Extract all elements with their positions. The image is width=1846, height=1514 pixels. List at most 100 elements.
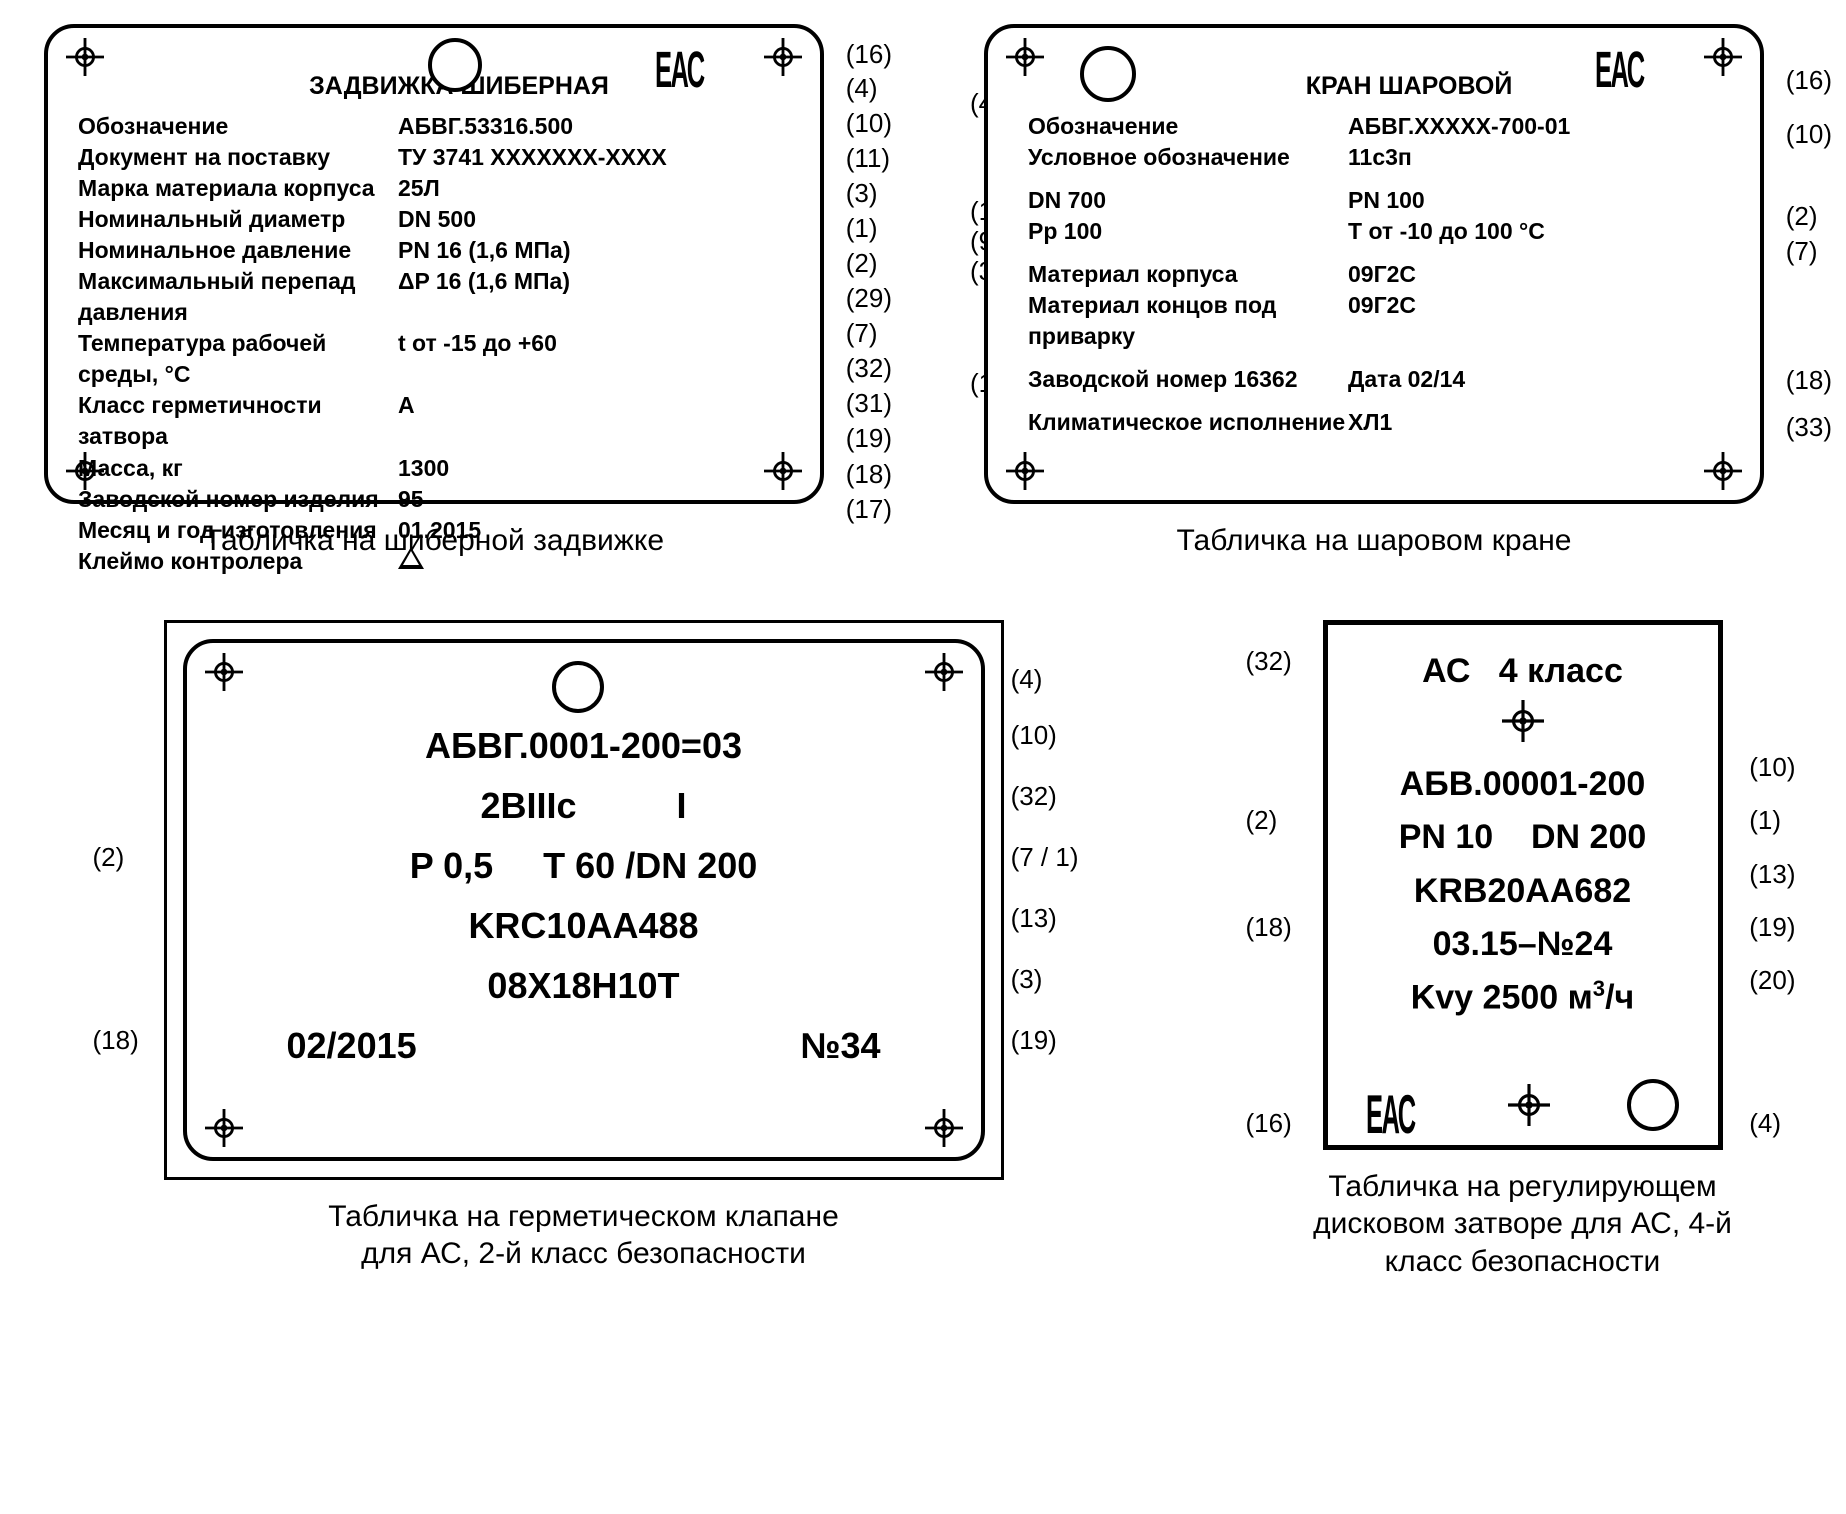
callout [1246,688,1292,741]
plate-3-wrap: АБВГ.0001-200=032BIIIc IP 0,5T 60 /DN 20… [164,620,1004,1273]
plate-3-outer: АБВГ.0001-200=032BIIIc IP 0,5T 60 /DN 20… [164,620,1004,1180]
spec-label: Номинальный диаметр [78,204,398,235]
spec-row: Документ на поставкуТУ 3741 ХХХХХХХ-ХХХХ [78,142,790,173]
spec-row: Заводской номер 16362Дата 02/14 [1028,364,1730,395]
callout [1786,316,1832,351]
spec-value: DN 500 [398,204,476,235]
spec-row: Масса, кг1300 [78,453,790,484]
spec-row: Максимальный перепад давленияΔP 16 (1,6 … [78,266,790,328]
callout: (7) [1786,234,1832,269]
plate-line: P 0,5T 60 /DN 200 [227,839,941,893]
spec-row: Материал корпуса09Г2С [1028,259,1730,290]
plate-4-wrap: АС 4 классАБВ.00001-200PN 10 DN 200KRB20… [1303,620,1743,1281]
target-icon [925,653,963,691]
spec-value: ΔP 16 (1,6 МПа) [398,266,570,328]
callout [93,705,139,766]
callout [1246,848,1292,901]
callout-column: (4)(10)(32)(7 / 1)(13)(3)(19) [1011,653,1079,1072]
callout: (19) [1011,1010,1079,1071]
callout [1246,954,1292,1007]
target-icon [1704,452,1742,490]
spec-row: Месяц и год изготовления01.2015 [78,515,790,546]
spec-row: Клеймо контролера [78,546,790,577]
spec-label: Условное обозначение [1028,142,1348,173]
callout: (10) [1011,705,1079,766]
spec-row: Заводской номер изделия95 [78,484,790,515]
plate-3-caption: Табличка на герметическом клапане для АС… [304,1198,864,1273]
callout: (19) [846,421,892,456]
callout: (2) [846,246,892,281]
plate-line: Kvy 2500 м3/ч [1342,973,1704,1023]
callout: (3) [1011,949,1079,1010]
spec-value: PN 16 (1,6 МПа) [398,235,570,266]
target-icon [205,653,243,691]
target-icon [764,38,802,76]
spec-row: Pp 100Т от -10 до 100 °С [1028,216,1730,247]
spec-value: 01.2015 [398,515,481,546]
callout [93,888,139,949]
circle-icon [1080,46,1136,102]
target-icon [1006,38,1044,76]
callout: (13) [1011,888,1079,949]
spec-value: ХЛ1 [1348,407,1392,438]
callout: (33) [1786,410,1832,445]
callout: (7) [846,316,892,351]
plate-4: АС 4 классАБВ.00001-200PN 10 DN 200KRB20… [1323,620,1723,1150]
spec-row: Материал концов под приварку09Г2С [1028,290,1730,352]
callout: (3) [846,176,892,211]
callout: (7 / 1) [1011,827,1079,888]
spec-value [398,546,424,577]
plate-line [1342,700,1704,756]
callout: (4) [846,72,892,106]
callout: (1) [1749,794,1795,847]
plate-2-wrap: ЕАС КРАН ШАРОВОЙ ОбозначениеАБВГ.ХХХХХ-7… [984,24,1764,560]
spec-label: Максимальный перепад давления [78,266,398,328]
spec-value: t от -15 до +60 [398,328,557,390]
target-icon [1508,1084,1550,1126]
plate-1-wrap: ЕАС ЗАДВИЖКА ШИБЕРНАЯ ОбозначениеАБВГ.53… [44,24,824,560]
spec-value: Pp 100 [1028,216,1348,247]
spec-value: 95 [398,484,424,515]
callout: (29) [846,281,892,316]
spec-row: Номинальный диаметрDN 500 [78,204,790,235]
spec-label: Месяц и год изготовления [78,515,398,546]
target-icon [205,1109,243,1147]
spec-value: PN 100 [1348,185,1425,216]
spec-label: Обозначение [78,111,398,142]
spec-value: А [398,390,415,452]
callout: (31) [846,386,892,421]
spec-row: Марка материала корпуса25Л [78,173,790,204]
callout: (1) [846,211,892,246]
callout: (32) [846,351,892,386]
triangle-icon [398,547,424,569]
callout-column: (16)(4)(10)(11)(3)(1)(2)(29)(7)(32)(31)(… [846,38,892,527]
spec-row: Температура рабочей среды, °Сt от -15 до… [78,328,790,390]
circle-icon [428,38,482,92]
callout: (10) [846,106,892,141]
spec-label: Клеймо контролера [78,546,398,577]
plate-line: PN 10 DN 200 [1342,813,1704,862]
callout [1786,152,1832,187]
callout: (13) [1749,848,1795,901]
plate-1: ЕАС ЗАДВИЖКА ШИБЕРНАЯ ОбозначениеАБВГ.53… [44,24,824,504]
spec-row: Номинальное давлениеPN 16 (1,6 МПа) [78,235,790,266]
callout: (18) [846,457,892,492]
target-icon [66,38,104,76]
spec-row: ОбозначениеАБВГ.53316.500 [78,111,790,142]
callout-column: (2) (18) [93,653,139,1072]
spec-label: Материал корпуса [1028,259,1348,290]
spec-value: АБВГ.ХХХХХ-700-01 [1348,111,1570,142]
callout: (18) [93,1010,139,1071]
plate-line: 02/2015№34 [227,1019,941,1073]
plate-line: 08Х18Н10Т [227,959,941,1013]
target-icon [1704,38,1742,76]
target-icon [1006,452,1044,490]
plate-3: АБВГ.0001-200=032BIIIc IP 0,5T 60 /DN 20… [183,639,985,1161]
callout-column: (32) (2) (18) (16) [1246,635,1292,1165]
callout: (4) [1749,1108,1781,1139]
spec-value: Т от -10 до 100 °С [1348,216,1545,247]
plate-line: 2BIIIc I [227,779,941,833]
callout: (2) [1246,794,1292,847]
circle-icon [1627,1079,1679,1131]
target-icon [764,452,802,490]
